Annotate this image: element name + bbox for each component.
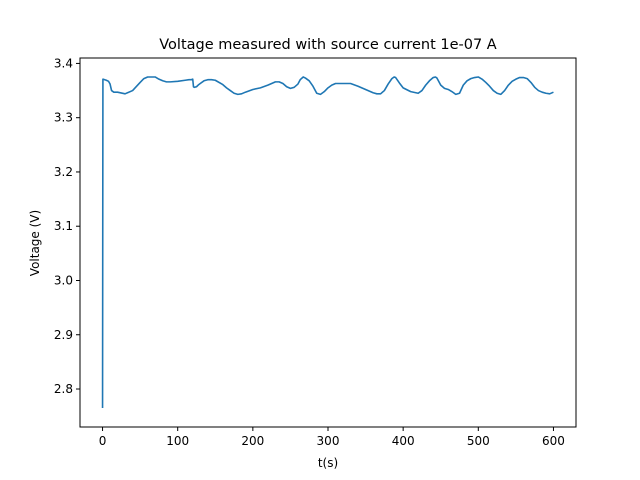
plot-area xyxy=(101,76,554,409)
series-line-0 xyxy=(101,76,554,409)
x-tick-label: 600 xyxy=(542,434,565,448)
y-tick-label: 2.8 xyxy=(54,382,73,396)
x-tick-label: 300 xyxy=(317,434,340,448)
x-tick-label: 200 xyxy=(241,434,264,448)
y-tick-label: 3.1 xyxy=(54,219,73,233)
y-tick-label: 3.0 xyxy=(54,273,73,287)
x-tick-label: 100 xyxy=(166,434,189,448)
y-tick-label: 3.2 xyxy=(54,165,73,179)
x-tick-label: 400 xyxy=(392,434,415,448)
chart-title: Voltage measured with source current 1e-… xyxy=(159,37,497,53)
x-axis-ticks: 0 100 200 300 400 500 600 xyxy=(99,427,565,448)
x-tick-label: 0 xyxy=(99,434,107,448)
y-tick-label: 3.4 xyxy=(54,56,73,70)
y-axis-ticks: 2.8 2.9 3.0 3.1 3.2 3.3 3.4 xyxy=(54,56,80,396)
axes-frame xyxy=(79,57,577,428)
x-tick-label: 500 xyxy=(467,434,490,448)
y-tick-label: 2.9 xyxy=(54,328,73,342)
y-tick-label: 3.3 xyxy=(54,111,73,125)
x-axis-label: t(s) xyxy=(318,456,338,470)
y-axis-label: Voltage (V) xyxy=(28,210,42,276)
